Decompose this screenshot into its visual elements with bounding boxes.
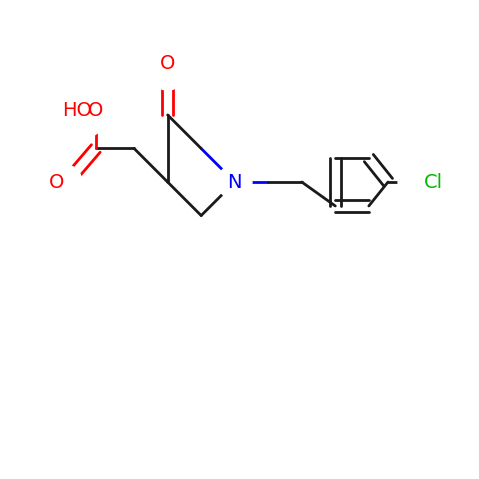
Text: O: O xyxy=(160,54,175,73)
Circle shape xyxy=(51,81,109,139)
Text: Cl: Cl xyxy=(424,172,443,192)
Circle shape xyxy=(47,165,82,199)
Text: HO: HO xyxy=(62,101,92,120)
Circle shape xyxy=(398,156,450,208)
Circle shape xyxy=(217,165,252,199)
Circle shape xyxy=(79,93,113,127)
Circle shape xyxy=(404,153,461,211)
Text: O: O xyxy=(49,172,65,192)
Text: N: N xyxy=(228,172,242,192)
Text: O: O xyxy=(88,101,103,120)
Circle shape xyxy=(150,56,185,90)
